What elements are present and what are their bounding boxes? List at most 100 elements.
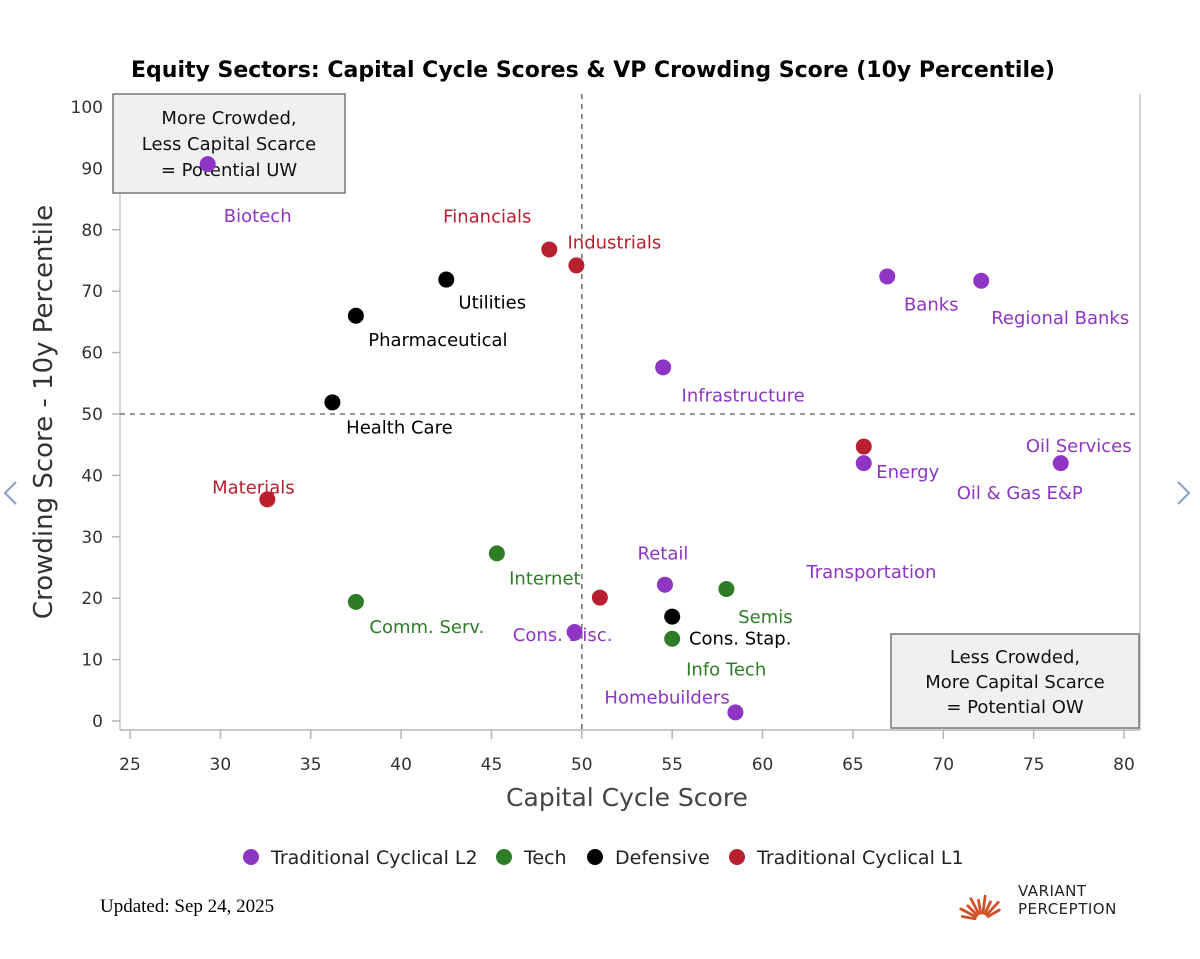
x-tick-label: 40 (390, 755, 412, 775)
legend-label: Traditional Cyclical L2 (270, 847, 478, 869)
y-tick-label: 50 (81, 405, 103, 425)
data-point-industrials[interactable] (568, 257, 585, 274)
y-tick-label: 10 (81, 651, 103, 671)
point-label: Industrials (567, 232, 661, 253)
y-tick-label: 0 (92, 712, 103, 732)
point-labels: Biotech Banks Regional Banks Infrastructure… (212, 206, 1132, 708)
point-label: Oil Services (1026, 436, 1132, 457)
data-point-cons-disc-l1[interactable] (591, 589, 608, 606)
data-point-health-care[interactable] (324, 394, 341, 411)
data-point-regional-banks[interactable] (973, 272, 990, 289)
point-label: Transportation (805, 562, 936, 583)
logo-burst-icon (959, 894, 1001, 921)
x-tick-label: 75 (1023, 755, 1045, 775)
logo-ray (959, 907, 978, 919)
point-label: Homebuilders (604, 687, 729, 708)
carousel-next-icon[interactable] (1172, 470, 1198, 516)
legend-marker-cyclical-l2 (243, 849, 259, 865)
point-label: Energy (876, 462, 939, 483)
annotation-line: More Crowded, (161, 108, 296, 129)
point-label: Pharmaceutical (368, 330, 507, 351)
annotation-line: Less Capital Scarce (142, 134, 316, 155)
data-point-semis[interactable] (718, 580, 735, 597)
legend-label: Defensive (615, 847, 710, 869)
x-tick-label: 35 (300, 755, 322, 775)
point-label: Materials (212, 477, 295, 498)
point-label: Internet (509, 568, 580, 589)
logo-ray (966, 904, 979, 917)
point-label: Regional Banks (991, 308, 1129, 329)
logo-ray (985, 900, 1000, 917)
data-point-cons-stap[interactable] (664, 608, 681, 625)
point-label: Utilities (458, 293, 526, 314)
point-label: Retail (638, 544, 689, 565)
y-tick-label: 30 (81, 528, 103, 548)
annotation-bottom-right: Less Crowded, More Capital Scarce = Pote… (890, 633, 1140, 729)
point-label: Health Care (346, 417, 453, 438)
logo-text-line2: PERCEPTION (1018, 900, 1117, 918)
x-tick-label: 55 (661, 755, 683, 775)
logo-ray (981, 894, 987, 915)
y-tick-label: 60 (81, 344, 103, 364)
y-tick-label: 20 (81, 589, 103, 609)
data-point-retail[interactable] (656, 576, 673, 593)
point-label: Banks (904, 294, 959, 315)
point-label: Cons. Disc. (513, 625, 613, 646)
logo-ray (983, 900, 992, 916)
data-point-oil-services[interactable] (1052, 455, 1069, 472)
point-label: Oil & Gas E&P (957, 483, 1083, 504)
x-tick-label: 65 (842, 755, 864, 775)
data-point-cons-disc[interactable] (566, 623, 583, 640)
annotation-line: Less Crowded, (950, 647, 1080, 668)
data-point-infrastructure[interactable] (655, 359, 672, 376)
variant-perception-logo: VARIANT PERCEPTION (959, 882, 1117, 921)
point-label: Cons. Stap. (689, 629, 791, 650)
logo-ray (969, 897, 981, 916)
x-tick-label: 80 (1113, 755, 1135, 775)
data-points (199, 156, 1069, 721)
data-point-utilities[interactable] (438, 271, 455, 288)
annotation-line: = Potential OW (946, 697, 1084, 718)
data-point-homebuilders[interactable] (727, 704, 744, 721)
y-tick-label: 70 (81, 282, 103, 302)
data-point-internet[interactable] (488, 545, 505, 562)
axis-ticks: 0 10 20 30 40 50 60 70 80 90 100 25 30 35 40 45 50 55 60 65… (71, 98, 1135, 775)
x-tick-label: 60 (752, 755, 774, 775)
annotation-top-left: More Crowded, Less Capital Scarce = Pote… (112, 93, 346, 194)
data-point-materials[interactable] (259, 491, 276, 508)
x-tick-label: 70 (932, 755, 954, 775)
point-label: Semis (738, 607, 792, 628)
data-point-pharmaceutical[interactable] (347, 307, 364, 324)
reference-lines (120, 94, 1140, 730)
legend-marker-tech (496, 849, 512, 865)
x-tick-label: 45 (481, 755, 503, 775)
logo-text-line1: VARIANT (1018, 882, 1087, 900)
y-axis-title: Crowding Score - 10y Percentile (29, 205, 59, 619)
data-point-energy[interactable] (855, 455, 872, 472)
data-point-energy-l1[interactable] (855, 438, 872, 455)
data-point-banks[interactable] (879, 268, 896, 285)
legend-label: Tech (523, 847, 567, 869)
data-point-financials[interactable] (541, 241, 558, 258)
updated-date: Updated: Sep 24, 2025 (100, 896, 274, 917)
legend-label: Traditional Cyclical L1 (756, 847, 964, 869)
logo-ray (986, 908, 1001, 918)
point-label: Financials (443, 206, 531, 227)
annotation-line: = Potential UW (161, 160, 298, 181)
chart-title: Equity Sectors: Capital Cycle Scores & V… (131, 58, 1055, 83)
data-point-biotech[interactable] (199, 156, 216, 173)
carousel-prev-icon[interactable] (0, 470, 26, 516)
data-point-comm-serv[interactable] (347, 593, 364, 610)
y-tick-label: 90 (81, 159, 103, 179)
logo-ray (960, 915, 977, 921)
legend: Traditional Cyclical L2 Tech Defensive T… (243, 847, 964, 869)
data-point-info-tech[interactable] (664, 630, 681, 647)
legend-marker-defensive (587, 849, 603, 865)
annotation-line: More Capital Scarce (925, 672, 1105, 693)
logo-ray (977, 898, 983, 915)
y-tick-label: 40 (81, 466, 103, 486)
point-label: Comm. Serv. (369, 617, 484, 638)
x-tick-label: 30 (210, 755, 232, 775)
point-label: Biotech (224, 206, 292, 227)
